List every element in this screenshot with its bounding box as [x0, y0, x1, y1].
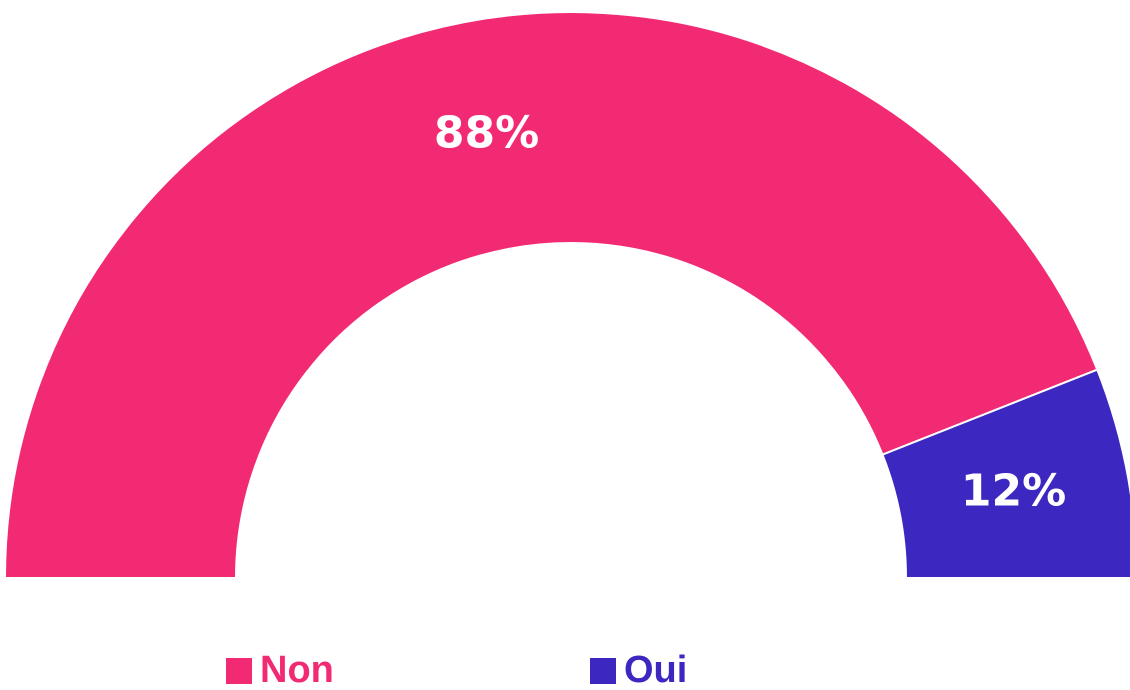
- legend-swatch: [590, 658, 616, 684]
- slice: [881, 368, 1130, 579]
- slice: [3, 11, 1099, 579]
- value-label: 12%: [961, 466, 1066, 517]
- legend-label: Oui: [624, 649, 687, 690]
- legend-label: Non: [260, 649, 334, 690]
- value-label: 88%: [434, 107, 539, 158]
- legend-swatch: [226, 658, 252, 684]
